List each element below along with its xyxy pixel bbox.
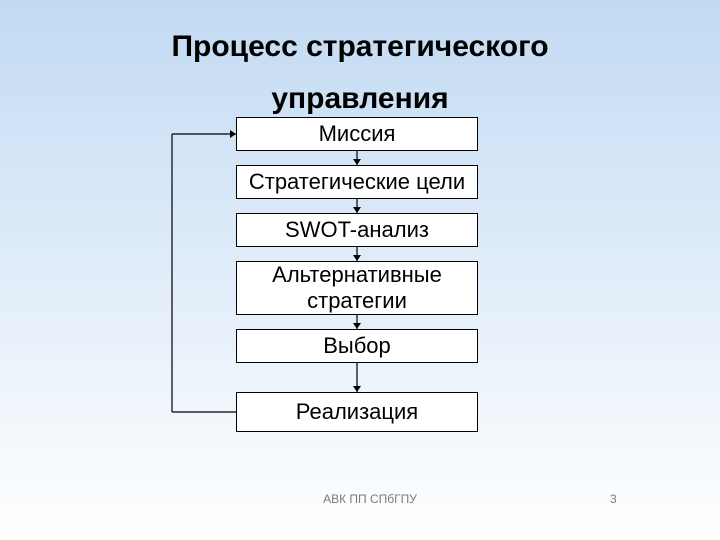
flow-node-alt: Альтернативныестратегии: [236, 261, 478, 315]
slide-title-line1: Процесс стратегического: [0, 30, 720, 64]
slide: Процесс стратегического управления Мисси…: [0, 0, 720, 540]
flow-node-impl: Реализация: [236, 392, 478, 432]
flow-node-label: Миссия: [319, 121, 396, 147]
flow-node-label: Реализация: [296, 399, 418, 425]
slide-title-line2: управления: [0, 82, 720, 116]
flow-node-swot: SWOT-анализ: [236, 213, 478, 247]
flow-node-goals: Стратегические цели: [236, 165, 478, 199]
flow-node-mission: Миссия: [236, 117, 478, 151]
footer-text: АВК ПП СПбГПУ: [270, 492, 470, 506]
flow-node-label: Альтернативныестратегии: [272, 262, 442, 314]
flow-node-label: Выбор: [323, 333, 391, 359]
flow-node-choice: Выбор: [236, 329, 478, 363]
flow-node-label: Стратегические цели: [249, 169, 465, 195]
page-number: 3: [610, 492, 617, 506]
flow-node-label: SWOT-анализ: [285, 217, 429, 243]
